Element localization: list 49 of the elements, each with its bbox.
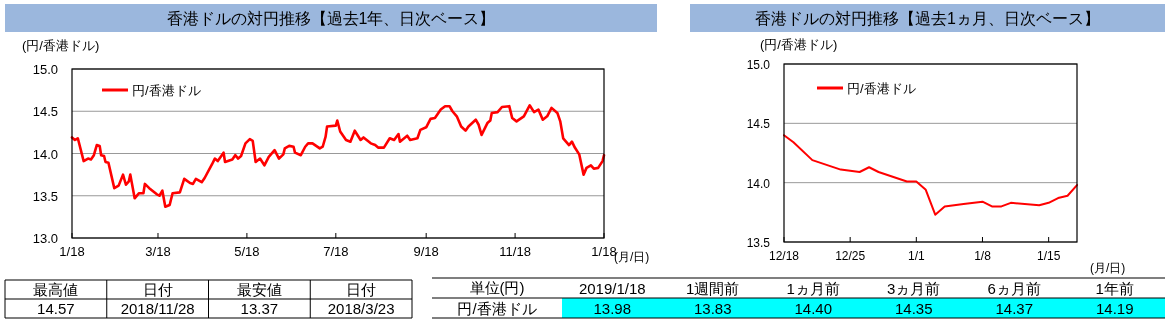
- data-label: 2018/3/23: [327, 300, 395, 317]
- x-tick-label: 3/18: [145, 244, 171, 259]
- y-tick-label: 14.0: [32, 146, 58, 162]
- data-label: 14.57: [37, 300, 75, 317]
- data-label: 13.83: [693, 300, 732, 317]
- y-tick-label: 15.0: [32, 62, 58, 77]
- data-label: 2018/11/28: [120, 300, 195, 317]
- category-label: 最安値: [236, 281, 282, 298]
- data-label: 13.37: [240, 300, 279, 317]
- legend-label: 円/香港ドル: [847, 81, 916, 96]
- data-label: 14.37: [995, 300, 1034, 317]
- category-label: 最高値: [33, 281, 79, 298]
- y-tick-label: 15.0: [746, 58, 771, 72]
- series-label: 円/香港ドル: [457, 300, 537, 317]
- x-tick-label: 1/8: [974, 249, 992, 263]
- x-tick-label: 9/18: [413, 244, 439, 259]
- category-label: 1ヵ月前: [786, 280, 840, 297]
- y-tick-label: 14.5: [746, 117, 771, 132]
- category-label: 3ヵ月前: [887, 280, 941, 297]
- category-label: 1週間前: [686, 280, 740, 297]
- legend-title: 単位(円): [469, 279, 525, 296]
- y-axis-title: (円/香港ドル): [22, 38, 100, 53]
- data-label: 14.40: [794, 300, 833, 317]
- category-label: 6ヵ月前: [987, 280, 1041, 297]
- data-label: 14.19: [1095, 300, 1134, 317]
- x-tick-label: 7/18: [323, 244, 349, 259]
- x-tick-label: 12/18: [768, 249, 800, 263]
- y-tick-label: 13.5: [746, 236, 771, 250]
- data-label: 13.98: [593, 300, 632, 317]
- category-label: 日付: [142, 281, 173, 298]
- x-tick-label: 1/18: [59, 244, 85, 259]
- x-tick-label: 11/18: [499, 244, 531, 259]
- x-axis-title: (月/日): [1090, 261, 1126, 275]
- category-label: 2019/1/18: [578, 280, 646, 297]
- chart-title: 香港ドルの対円推移【過去1年、日次ベース】: [166, 10, 496, 27]
- y-tick-label: 14.5: [32, 104, 58, 120]
- y-tick-label: 13.0: [32, 231, 58, 246]
- y-axis-title: (円/香港ドル): [760, 37, 838, 52]
- chart-title: 香港ドルの対円推移【過去1ヵ月、日次ベース】: [755, 10, 1100, 27]
- category-label: 日付: [346, 281, 377, 298]
- y-tick-label: 14.0: [746, 176, 771, 191]
- x-tick-label: 1/15: [1036, 249, 1061, 263]
- x-tick-label: 5/18: [234, 244, 260, 259]
- y-tick-label: 13.5: [32, 188, 58, 204]
- x-tick-label: 1/1: [907, 249, 925, 263]
- data-label: 14.35: [894, 300, 933, 317]
- legend-label: 円/香港ドル: [132, 83, 201, 98]
- category-label: 1年前: [1095, 280, 1134, 297]
- x-tick-label: 12/25: [835, 249, 866, 263]
